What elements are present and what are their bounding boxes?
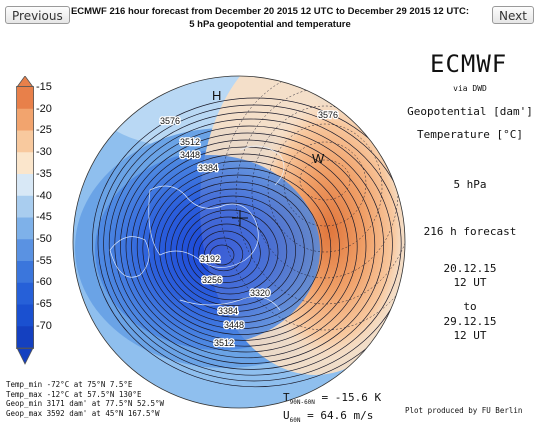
geopotential-contour [181, 209, 279, 295]
colorbar-bottom-arrow [16, 347, 34, 365]
colorbar-segment [17, 174, 34, 197]
colorbar-label: -65 [36, 298, 52, 310]
title-line-1: ECMWF 216 hour forecast from December 20… [70, 6, 470, 17]
contour-label: 3448 [180, 150, 200, 160]
colorbar-segment [17, 195, 34, 218]
geopotential-contour [164, 188, 305, 312]
temperature-contour [267, 123, 383, 253]
map-disk [73, 76, 405, 408]
colorbar-label: -60 [36, 276, 52, 289]
colorbar-label: -25 [36, 124, 52, 137]
colorbar-segment [17, 217, 34, 240]
next-button[interactable]: Next [492, 6, 534, 24]
temperature-contour [283, 141, 367, 227]
geopotential-contour [92, 97, 405, 388]
end-date: 29.12.15 [443, 315, 497, 328]
temperature-colorbar [16, 76, 34, 365]
colorbar-segment [17, 304, 34, 327]
temperature-contour [299, 159, 351, 201]
geopotential-contour [192, 223, 261, 283]
colorbar-segment [17, 152, 34, 175]
geop-max: Geop_max 3592 dam' at 45°N 167.5°W [6, 408, 160, 418]
chart-title: ECMWF 216 hour forecast from December 20… [70, 5, 470, 31]
geop-min: Geop_min 3171 dam' at 77.5°N 52.5°W [6, 399, 165, 409]
geopotential-contour [103, 111, 402, 376]
colorbar-label: -30 [36, 146, 52, 159]
credit: Plot produced by FU Berlin [405, 406, 523, 415]
warm-marker: W [312, 151, 325, 166]
colorbar-segment [17, 239, 34, 262]
mean-values: T90N-60N = -15.6 K U60N = 64.6 m/s [283, 391, 381, 427]
start-date: 20.12.15 [443, 262, 497, 275]
geopotential-contour [159, 181, 314, 318]
contour-label: 3256 [202, 275, 222, 285]
start-time: 12 UT [453, 276, 487, 289]
geopotential-contour [131, 146, 358, 347]
to-label: to [463, 300, 477, 313]
colorbar-segment [17, 282, 34, 305]
via-dwd: via DWD [453, 84, 487, 93]
colorbar-label: -35 [36, 167, 52, 180]
temp-max: Temp_max -12°C at 57.5°N 130°E [6, 389, 142, 399]
mean-temperature: T90N-60N = -15.6 K [283, 391, 382, 407]
temperature-label: Temperature [°C] [417, 128, 523, 141]
pressure-level: 5 hPa [453, 178, 487, 191]
coastlines [109, 145, 285, 311]
contour-label: 3512 [180, 137, 200, 147]
colorbar-segment [17, 87, 34, 110]
title-line-2: 5 hPa geopotential and temperature [189, 19, 351, 30]
colorbar-label: -70 [36, 319, 52, 332]
colorbar-segment [17, 261, 34, 284]
colorbar-label: -15 [36, 81, 52, 93]
contour-label: 3384 [218, 306, 238, 316]
end-time: 12 UT [453, 329, 487, 342]
colorbar-label: -40 [36, 189, 52, 202]
colorbar-segment [17, 108, 34, 131]
contour-label: 3576 [318, 110, 338, 120]
colorbar-segment [17, 326, 34, 349]
temp-min: Temp_min -72°C at 75°N 7.5°E [6, 380, 133, 389]
contour-label: 3192 [200, 254, 220, 264]
colorbar-segment [17, 130, 34, 153]
colorbar-label: -50 [36, 232, 52, 245]
geopotential-contour [142, 160, 340, 335]
geopotential-contour [120, 132, 376, 359]
contour-label: 3576 [160, 116, 180, 126]
contour-label: 3448 [224, 320, 244, 330]
geopotential-contour [153, 174, 323, 324]
geopotential-contour [209, 244, 235, 266]
geopotential-contour [187, 216, 270, 289]
geopotential-contour [204, 237, 244, 272]
temperature-contour [219, 76, 405, 331]
contour-label: 3384 [198, 163, 218, 173]
contour-label: 3512 [214, 338, 234, 348]
geopotential-contour [170, 195, 296, 306]
colorbar-label: -20 [36, 102, 52, 115]
high-marker: H [212, 88, 221, 103]
forecast-hours: 216 h forecast [423, 225, 517, 238]
geopotential-contour [108, 118, 393, 370]
contour-label: 3320 [250, 288, 270, 298]
geopotential-contour [176, 202, 288, 301]
colorbar-label: -45 [36, 211, 52, 224]
ecmwf-logo: ECMWF [430, 50, 508, 78]
mean-wind: U60N = 64.6 m/s [283, 409, 374, 425]
colorbar-label: -55 [36, 254, 52, 267]
geopotential-contour [97, 104, 405, 382]
previous-button[interactable]: Previous [5, 6, 70, 24]
extremes-stats: Temp_min -72°C at 75°N 7.5°E Temp_max -1… [6, 380, 164, 418]
geopotential-contour [125, 139, 367, 353]
geopotential-label: Geopotential [dam'] [407, 105, 533, 118]
